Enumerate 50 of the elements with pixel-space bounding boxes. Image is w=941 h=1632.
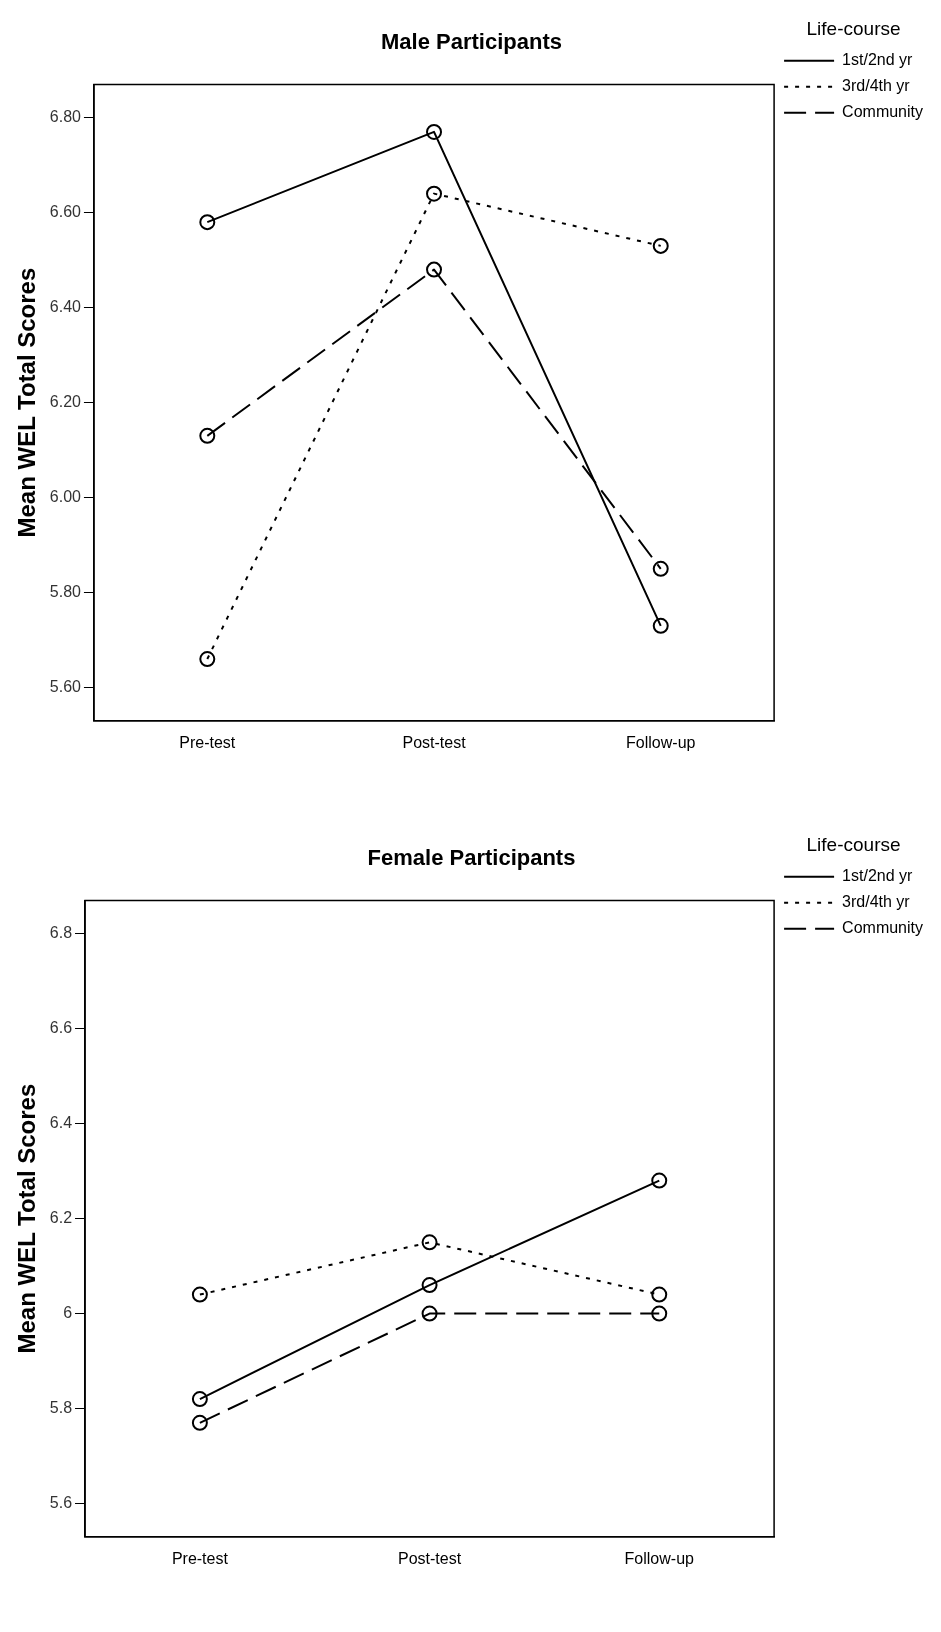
x-tick-label: Pre-test [179, 733, 236, 751]
point [652, 617, 669, 634]
point [651, 1172, 668, 1189]
point [421, 1277, 438, 1294]
y-tick-label: 5.80 [49, 582, 82, 600]
y-tick-label: 6.40 [49, 298, 82, 316]
x-tick-label: Post-test [398, 1549, 462, 1567]
point [651, 1286, 668, 1303]
point [421, 1234, 438, 1251]
x-tick-label: Pre-test [171, 1549, 229, 1567]
y-tick-label: 6.60 [49, 203, 82, 221]
legend-title: Life-course [806, 17, 901, 39]
point [421, 1305, 438, 1322]
point [199, 651, 216, 668]
chart-title: Male Participants [381, 29, 562, 55]
legend-label: Community [842, 919, 923, 937]
x-tick-label: Post-test [402, 733, 467, 751]
y-tick-label: 6.2 [49, 1209, 73, 1227]
point [426, 185, 443, 202]
point [426, 123, 443, 140]
y-tick-label: 6.00 [49, 487, 82, 505]
legend-label: 3rd/4th yr [842, 893, 911, 911]
y-tick-label: 6.4 [49, 1114, 73, 1132]
point [199, 214, 216, 231]
point [651, 1305, 668, 1322]
legend-label: 3rd/4th yr [842, 77, 911, 95]
x-tick-label: Follow-up [626, 733, 696, 751]
y-tick-label: 6.8 [49, 924, 73, 942]
y-tick-label: 6.6 [49, 1019, 73, 1037]
y-tick-label: 6 [63, 1303, 73, 1321]
point [199, 427, 216, 444]
y-tick-label: 6.80 [49, 108, 82, 126]
y-tick-label: 6.20 [49, 393, 82, 411]
y-tick-label: 5.8 [49, 1398, 73, 1416]
point [191, 1286, 208, 1303]
y-tick-label: 5.60 [49, 677, 82, 695]
chart-title: Female Participants [367, 845, 576, 871]
point [652, 560, 669, 577]
legend-label: 1st/2nd yr [842, 51, 914, 69]
point [191, 1414, 208, 1431]
point [652, 237, 669, 254]
legend-label: 1st/2nd yr [842, 867, 914, 885]
point [191, 1391, 208, 1408]
point [426, 261, 443, 278]
y-axis-title: Mean WEL Total Scores [13, 267, 41, 538]
x-tick-label: Follow-up [624, 1549, 695, 1567]
y-tick-label: 5.6 [49, 1493, 73, 1511]
legend-label: Community [842, 103, 923, 121]
legend-title: Life-course [806, 833, 901, 855]
y-axis-title: Mean WEL Total Scores [13, 1083, 41, 1354]
